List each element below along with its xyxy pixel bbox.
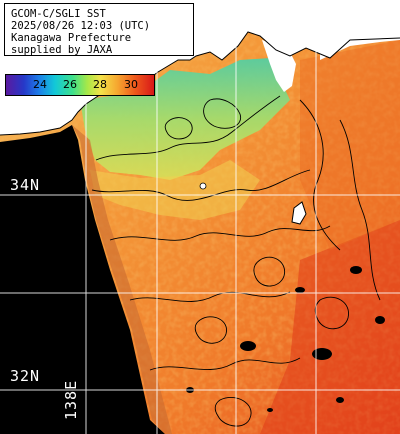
header-credit: supplied by JAXA <box>11 44 113 56</box>
land-peninsula <box>262 40 296 92</box>
header-title: GCOM-C/SGLI SST <box>11 8 106 20</box>
cloud-specks <box>186 266 385 412</box>
no-data-edge <box>72 125 172 434</box>
isotherm-contours <box>91 95 381 427</box>
warm-region-east <box>300 40 400 250</box>
legend-tick-26: 26 <box>63 78 77 91</box>
header-box: GCOM-C/SGLI SST 2025/08/26 12:03 (UTC) K… <box>4 3 194 56</box>
no-data-west <box>0 0 165 434</box>
warm-region-southeast <box>260 220 400 434</box>
lon-label-138e: 138E <box>62 379 80 420</box>
lat-label-34n: 34N <box>10 176 41 194</box>
legend-tick-30: 30 <box>124 78 138 91</box>
coastline <box>0 31 400 136</box>
legend-tick-24: 24 <box>33 78 47 91</box>
header-region: Kanagawa Prefecture <box>11 32 132 44</box>
yellow-band <box>90 160 260 220</box>
header-timestamp: 2025/08/26 12:03 (UTC) <box>11 20 151 32</box>
island <box>291 201 307 225</box>
island-small <box>199 182 207 190</box>
legend-tick-28: 28 <box>93 78 107 91</box>
color-legend: 24 26 28 30 <box>5 74 155 96</box>
land-east <box>320 0 400 60</box>
lat-label-32n: 32N <box>10 367 41 385</box>
